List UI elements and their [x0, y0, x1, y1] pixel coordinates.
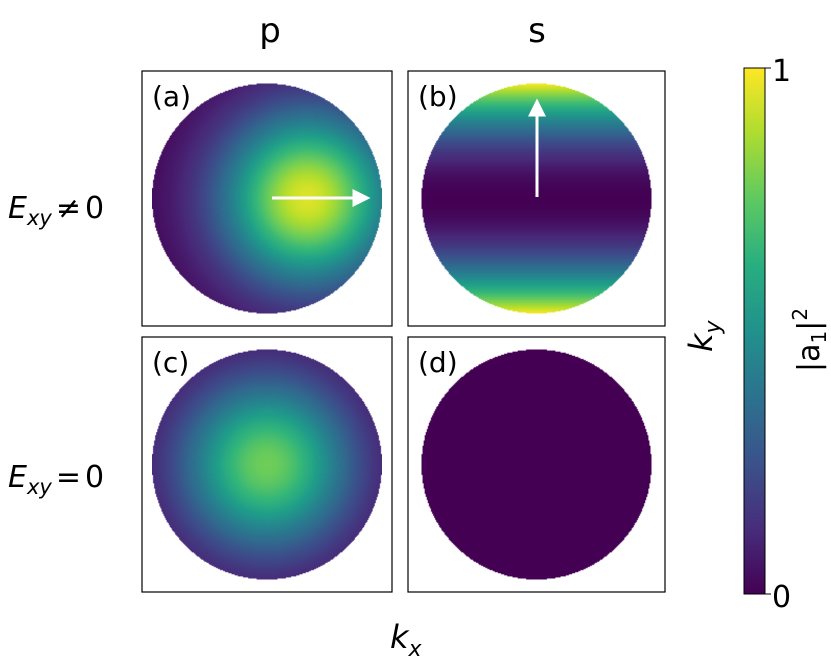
panel-c-frame — [141, 336, 393, 593]
colorbar-tick-label-min: 0 — [772, 580, 791, 615]
x-axis-label: kx — [390, 618, 423, 662]
x-axis-label-base: k — [390, 618, 410, 656]
column-title-p: p — [259, 11, 281, 51]
row-label-bottom-base: E — [8, 460, 27, 495]
colorbar-label: |a1|2 — [788, 308, 831, 372]
row-label-top: Exy ≠ 0 — [8, 191, 104, 230]
row-label-bottom: Exy = 0 — [8, 460, 104, 499]
heatmap-image-d — [421, 349, 652, 580]
colorbar-label-sub: 1 — [807, 331, 831, 344]
panel-c: (c) — [141, 336, 393, 593]
panel-a-label: (a) — [152, 80, 191, 113]
row-label-top-value: 0 — [85, 191, 104, 226]
colorbar-label-base: |a — [792, 344, 827, 373]
row-label-bottom-rel: = — [56, 460, 81, 495]
colorbar-gradient — [743, 67, 766, 595]
column-title-s: s — [528, 11, 546, 51]
panel-c-label: (c) — [152, 346, 189, 379]
panel-d-label: (d) — [418, 346, 458, 379]
colorbar-label-sup: 2 — [788, 308, 812, 321]
panel-b-label: (b) — [418, 80, 458, 113]
panel-d-frame — [407, 336, 666, 593]
colorbar-tick-label-max: 1 — [772, 54, 791, 89]
row-label-top-rel: ≠ — [56, 191, 81, 226]
row-label-top-sub: xy — [26, 206, 52, 230]
colorbar: 1 0 |a1|2 — [743, 54, 831, 615]
panel-a-frame — [141, 70, 393, 327]
row-label-top-base: E — [8, 191, 27, 226]
y-axis-label-base: k — [682, 332, 720, 352]
row-label-bottom-value: 0 — [85, 460, 104, 495]
y-axis-label-sub: y — [701, 319, 726, 334]
colorbar-label-close: | — [792, 321, 827, 331]
x-axis-label-sub: x — [408, 637, 423, 662]
row-label-bottom-sub: xy — [26, 475, 52, 499]
panel-b-frame — [407, 70, 666, 327]
heatmap-image-c — [152, 349, 382, 580]
y-axis-label: ky — [682, 319, 726, 352]
panel-d: (d) — [407, 336, 666, 593]
